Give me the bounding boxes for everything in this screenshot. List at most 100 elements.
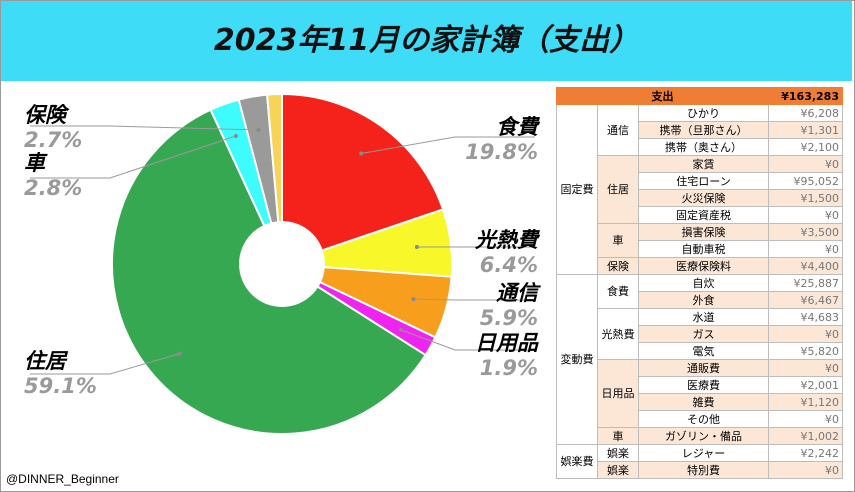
amount-cell: ¥1,120 [768,393,843,411]
amount-cell: ¥6,467 [768,291,843,309]
table-row: 保険 医療保険料 ¥4,400 [557,257,843,275]
leader-dot-6 [256,128,261,132]
item-cell: 通販費 [638,359,769,377]
leader-dot-3 [399,327,403,332]
table-row: 固定資産税 ¥0 [557,206,843,224]
item-cell: 住宅ローン [638,172,769,190]
item-cell: 自動車税 [638,240,769,258]
table-row: 外食 ¥6,467 [557,291,843,309]
slice-label-1: 光熱費 [474,228,541,252]
item-cell: その他 [638,410,769,428]
amount-cell: ¥0 [768,155,843,173]
item-cell: 医療費 [638,376,769,394]
slice-label-4: 住居 [24,349,69,373]
item-cell: 特別費 [638,461,769,479]
item-cell: 外食 [638,291,769,309]
amount-cell: ¥0 [768,461,843,479]
item-cell: ガゾリン・備品 [638,427,769,445]
leader-line-4 [30,353,180,375]
item-cell: 家賃 [638,155,769,173]
table-row: 住居 家賃 ¥0 [557,155,843,224]
subgroup-cell: 保険 [597,257,639,275]
amount-cell: ¥0 [768,410,843,428]
group-cell: 変動費 [556,274,598,445]
credit-text: @DINNER_Beginner [6,472,119,486]
amount-cell: ¥3,500 [768,223,843,241]
item-cell: 雑費 [638,393,769,411]
amount-cell: ¥6,208 [768,104,843,122]
item-cell: 自炊 [638,274,769,292]
amount-cell: ¥2,001 [768,376,843,394]
item-cell: ガス [638,325,769,343]
leader-line-5 [30,135,237,179]
subgroup-cell: 娯楽 [597,461,639,479]
table-row: 固定費 通信 ひかり ¥6,208 [556,104,843,275]
amount-cell: ¥4,683 [768,308,843,326]
slice-label-5: 車 [24,151,48,175]
leader-dot-1 [414,245,419,249]
table-row: 火災保険 ¥1,500 [557,189,843,207]
table-row: 医療費 ¥2,001 [557,376,843,394]
table-row: 変動費 食費 自炊 ¥25,887 [556,274,843,445]
table-row: 住宅ローン ¥95,052 [557,172,843,190]
leader-dot-2 [411,297,416,302]
table-header-row: 支出 ¥163,283 [556,87,843,105]
subgroup-cell: 食費 [597,274,639,309]
amount-cell: ¥2,100 [768,138,843,156]
slice-percent-3: 1.9% [480,356,538,380]
leader-dot-5 [233,134,238,138]
table-row: ガス ¥0 [557,325,843,343]
amount-cell: ¥1,002 [768,427,843,445]
slice-label-3: 日用品 [475,331,539,355]
leader-line-0 [361,136,535,154]
slice-label-2: 通信 [496,281,541,305]
subgroup-cell: 車 [597,427,639,445]
amount-cell: ¥0 [768,325,843,343]
header-label: 支出 [556,87,769,105]
item-cell: ひかり [638,104,769,122]
slice-percent-6: 2.7% [24,128,82,152]
table-row: 車損害保険 ¥3,500 [557,223,843,258]
amount-cell: ¥2,242 [768,444,843,462]
group-cell: 娯楽費 [556,444,598,479]
leader-line-6 [30,125,259,131]
subgroup-cell: 日用品 [597,359,639,428]
donut-hole [239,221,325,307]
amount-cell: ¥4,400 [768,257,843,275]
slice-percent-0: 19.8% [465,140,538,164]
item-cell: 携帯（奥さん） [638,138,769,156]
slice-label-0: 食費 [496,115,541,139]
slice-label-6: 保険 [24,103,70,127]
subgroup-cell: 通信 [597,104,639,156]
item-cell: 火災保険 [638,189,769,207]
amount-cell: ¥25,887 [768,274,843,292]
item-cell: 携帯（旦那さん） [638,121,769,139]
item-cell: 固定資産税 [638,206,769,224]
item-cell: 電気 [638,342,769,360]
leader-line-3 [400,329,535,351]
item-cell: 医療保険料 [638,257,769,275]
amount-cell: ¥95,052 [768,172,843,190]
leader-line-2 [413,298,535,301]
subgroup-cell: 娯楽 [597,444,639,462]
leader-dot-4 [177,351,182,356]
table-row: 日用品 通販費 ¥0 [557,359,843,428]
amount-cell: ¥0 [768,240,843,258]
table-row: 携帯（奥さん） ¥2,100 [557,138,843,156]
subgroup-cell: 住居 [597,155,639,224]
item-cell: 損害保険 [638,223,769,241]
group-cell: 固定費 [556,104,598,275]
table-row: 娯楽 特別費 ¥0 [557,461,843,479]
slice-percent-2: 5.9% [480,306,538,330]
amount-cell: ¥0 [768,206,843,224]
header-total: ¥163,283 [768,87,843,105]
slice-percent-5: 2.8% [24,176,82,200]
chart-title: 2023年11月の家計簿（支出） [213,23,640,58]
subgroup-cell: 車 [597,223,639,258]
item-cell: レジャー [638,444,769,462]
table-row: 光熱費 水道 ¥4,683 [557,308,843,360]
amount-cell: ¥1,500 [768,189,843,207]
amount-cell: ¥0 [768,359,843,377]
amount-cell: ¥1,301 [768,121,843,139]
